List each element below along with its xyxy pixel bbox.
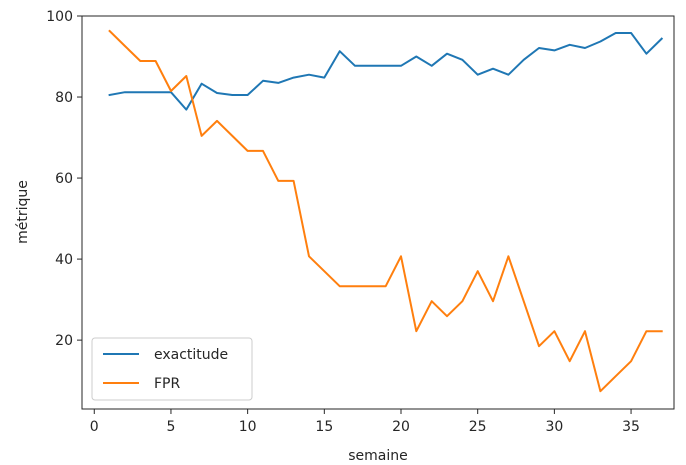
x-tick-label: 25 xyxy=(469,419,487,435)
y-axis-label: métrique xyxy=(15,180,31,244)
x-tick-label: 30 xyxy=(545,419,563,435)
y-axis: 20 40 60 80 100 xyxy=(46,9,82,349)
y-tick-label: 40 xyxy=(55,252,73,268)
y-tick-label: 80 xyxy=(55,90,73,106)
series-line-fpr xyxy=(108,29,663,393)
legend: exactitude FPR xyxy=(91,337,253,401)
y-tick-label: 60 xyxy=(55,171,73,187)
y-tick-label: 20 xyxy=(55,333,73,349)
legend-label-fpr: FPR xyxy=(154,376,180,392)
series-line-exactitude xyxy=(108,32,664,111)
legend-label-exactitude: exactitude xyxy=(154,347,228,363)
x-tick-label: 35 xyxy=(622,419,640,435)
x-tick-label: 10 xyxy=(239,419,257,435)
x-tick-label: 20 xyxy=(392,419,410,435)
x-tick-label: 5 xyxy=(166,419,175,435)
x-axis-label: semaine xyxy=(348,448,408,464)
x-axis: 0 5 10 15 20 25 30 35 xyxy=(90,409,640,435)
y-tick-label: 100 xyxy=(46,9,73,25)
x-tick-label: 15 xyxy=(315,419,333,435)
series-layer xyxy=(108,29,664,393)
x-tick-label: 0 xyxy=(90,419,99,435)
